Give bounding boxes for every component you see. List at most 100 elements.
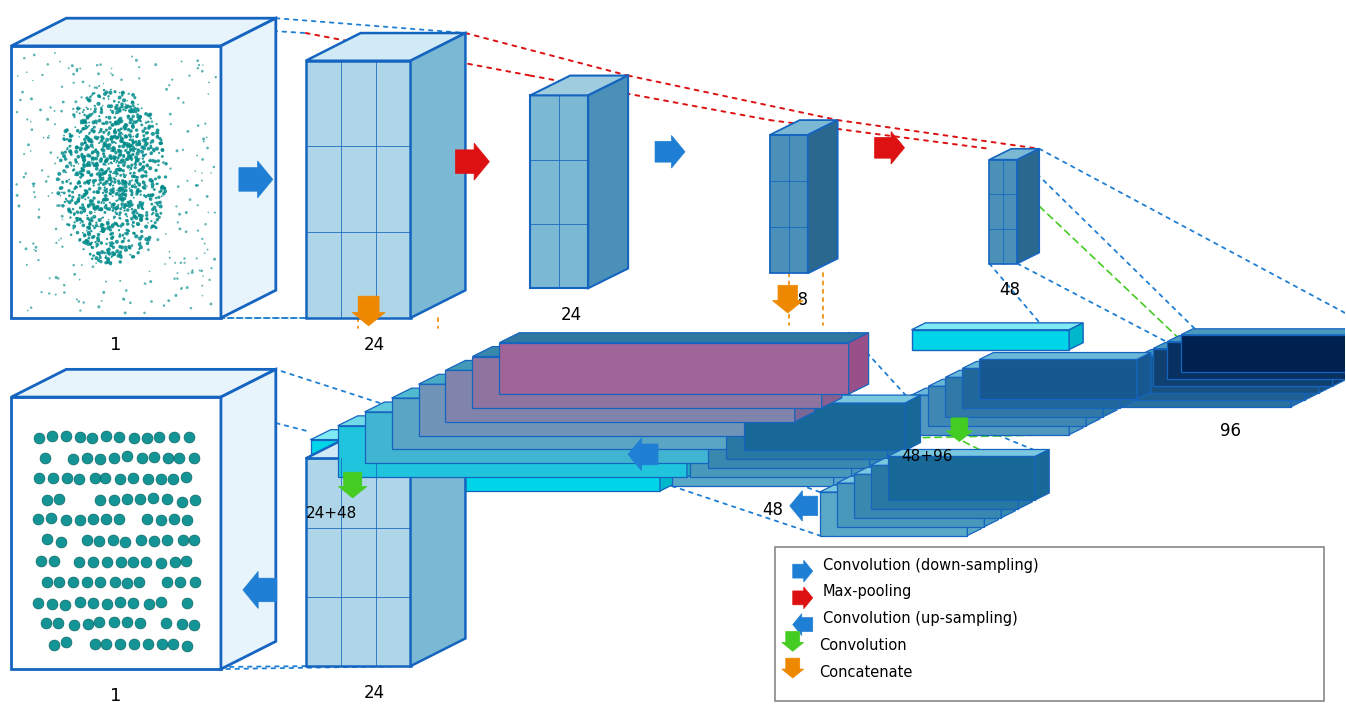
Point	[96, 257, 117, 268]
Point	[82, 220, 104, 231]
Point	[98, 163, 120, 175]
Point	[61, 195, 82, 206]
Point	[136, 167, 157, 178]
Point	[105, 218, 127, 229]
Point	[87, 301, 109, 312]
Point	[180, 302, 202, 314]
Point	[109, 190, 131, 201]
Point	[67, 214, 89, 226]
Point	[175, 471, 197, 483]
Point	[101, 146, 122, 157]
Point	[87, 187, 109, 198]
Point	[135, 139, 156, 151]
Point	[94, 185, 116, 196]
Point	[117, 577, 139, 589]
Polygon shape	[1180, 329, 1346, 334]
Point	[101, 152, 122, 163]
Point	[96, 159, 117, 170]
Point	[113, 193, 135, 204]
Point	[9, 236, 31, 248]
Point	[144, 217, 166, 229]
Point	[73, 116, 94, 128]
Point	[94, 195, 116, 206]
Polygon shape	[221, 18, 276, 318]
Point	[164, 273, 186, 284]
Point	[7, 70, 28, 82]
Polygon shape	[1035, 449, 1050, 500]
Polygon shape	[11, 18, 276, 46]
Point	[55, 146, 77, 158]
Point	[114, 176, 136, 187]
Point	[141, 209, 163, 220]
Point	[96, 87, 117, 98]
Point	[69, 234, 90, 246]
Point	[97, 129, 118, 141]
Point	[109, 164, 131, 175]
Point	[160, 119, 182, 130]
Point	[82, 250, 104, 261]
Point	[112, 175, 133, 187]
Point	[110, 74, 132, 85]
Point	[116, 493, 137, 505]
Point	[44, 48, 66, 59]
Point	[194, 238, 215, 249]
Polygon shape	[306, 33, 466, 61]
Point	[48, 174, 70, 185]
Point	[114, 199, 136, 210]
Point	[51, 147, 73, 158]
Point	[97, 254, 118, 266]
Point	[93, 179, 114, 190]
Point	[24, 191, 46, 202]
Point	[97, 178, 118, 190]
Point	[82, 123, 104, 134]
Point	[78, 95, 100, 106]
Point	[155, 158, 176, 170]
Point	[93, 212, 114, 223]
Point	[36, 534, 58, 545]
Point	[128, 136, 149, 147]
Point	[57, 124, 78, 136]
Point	[195, 118, 217, 129]
Polygon shape	[690, 422, 867, 430]
Point	[140, 194, 162, 205]
Point	[101, 62, 122, 74]
Point	[102, 190, 124, 202]
Point	[79, 160, 101, 171]
Point	[62, 577, 83, 588]
Point	[170, 223, 191, 234]
Point	[182, 267, 203, 278]
Point	[66, 156, 87, 168]
Point	[147, 130, 168, 141]
Point	[155, 171, 176, 182]
Point	[172, 535, 194, 546]
Polygon shape	[1086, 379, 1100, 426]
Point	[83, 126, 105, 137]
Point	[113, 121, 135, 132]
Text: 48: 48	[787, 291, 808, 310]
Point	[187, 180, 209, 191]
Point	[62, 453, 83, 464]
Point	[89, 91, 110, 102]
Point	[96, 276, 117, 288]
Point	[70, 167, 92, 178]
Point	[66, 214, 87, 226]
Point	[120, 176, 141, 187]
Point	[102, 228, 124, 239]
Point	[97, 245, 118, 256]
Point	[89, 175, 110, 186]
Point	[83, 231, 105, 242]
Point	[109, 184, 131, 195]
Point	[191, 175, 213, 186]
Point	[128, 62, 149, 73]
Point	[109, 92, 131, 103]
Point	[85, 203, 106, 214]
Point	[113, 150, 135, 161]
Point	[137, 638, 159, 650]
Point	[131, 119, 152, 131]
Point	[97, 143, 118, 154]
Point	[98, 170, 120, 181]
Point	[96, 153, 117, 165]
Point	[117, 226, 139, 238]
Point	[52, 97, 74, 108]
Point	[73, 297, 94, 308]
